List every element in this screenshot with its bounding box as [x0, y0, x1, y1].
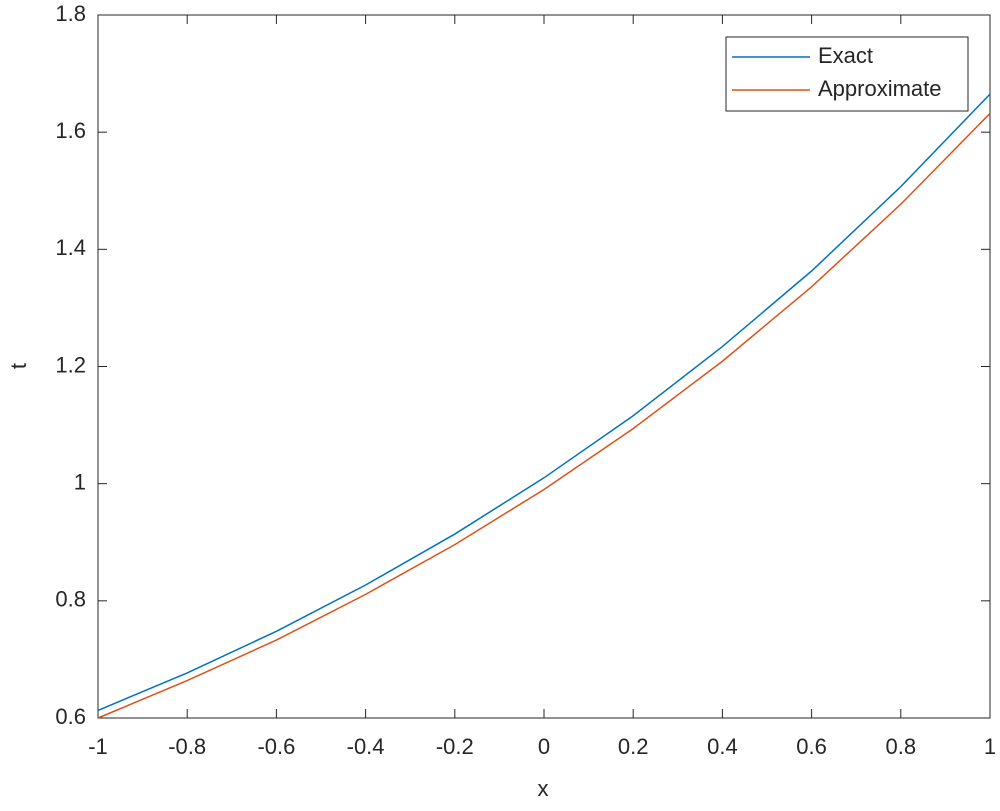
legend-box: [725, 36, 969, 112]
y-tick-label: 1.4: [55, 235, 86, 260]
x-tick-label: -1: [88, 734, 108, 759]
y-tick-label: 1.2: [55, 352, 86, 377]
y-tick-label: 1.8: [55, 1, 86, 26]
y-tick-label: 0.8: [55, 587, 86, 612]
x-tick-label: 0.6: [796, 734, 827, 759]
x-tick-label: 0.4: [707, 734, 738, 759]
plot-area: [97, 14, 991, 719]
legend-label: Approximate: [818, 76, 942, 101]
y-tick-label: 1.6: [55, 118, 86, 143]
x-tick-label: 0: [538, 734, 550, 759]
x-tick-label: -0.8: [168, 734, 206, 759]
y-axis-label: t: [6, 363, 31, 369]
x-tick-label: 0.8: [886, 734, 917, 759]
x-tick-label: -0.4: [347, 734, 385, 759]
line: [97, 93, 991, 712]
x-tick-label: -0.2: [436, 734, 474, 759]
line: [97, 112, 991, 719]
legend-label: Exact: [818, 43, 873, 68]
y-tick-label: 0.6: [55, 704, 86, 729]
x-tick-label: -0.6: [257, 734, 295, 759]
x-tick-label: 1: [984, 734, 996, 759]
x-tick-label: 0.2: [618, 734, 649, 759]
y-tick-label: 1: [74, 469, 86, 494]
x-axis-label: x: [538, 776, 549, 801]
